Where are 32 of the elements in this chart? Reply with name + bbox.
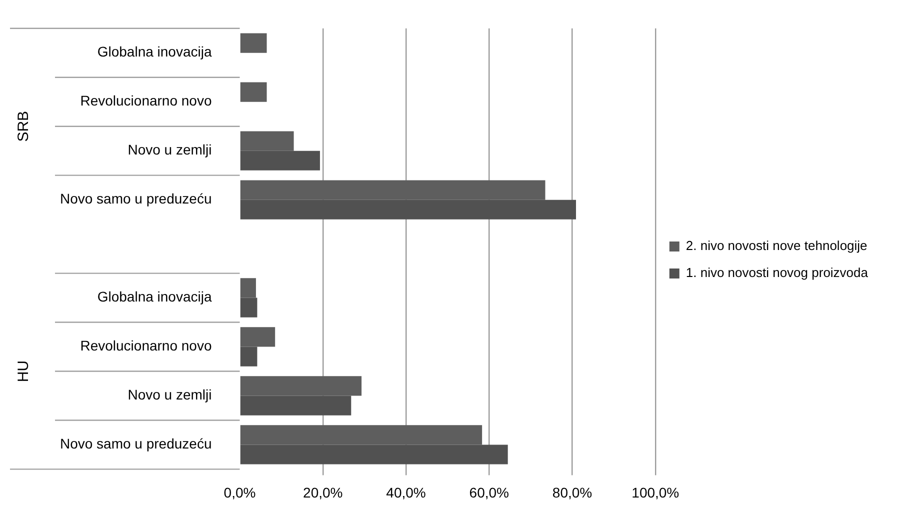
y-tick-label: Globalna inovacija [97, 44, 212, 60]
x-tick-label: 40,0% [386, 484, 426, 500]
bar [240, 346, 258, 366]
y-tick-label: Novo u zemlji [128, 142, 212, 158]
bar [240, 180, 546, 200]
bar [240, 298, 258, 318]
x-tick-label: 60,0% [469, 484, 509, 500]
y-tick-label: Novo samo u preduzeću [60, 436, 212, 452]
y-tick-label: Novo u zemlji [128, 386, 212, 403]
y-tick-label: Novo samo u preduzeću [60, 190, 212, 207]
bar [240, 396, 352, 416]
bar [240, 82, 267, 102]
bar [240, 33, 267, 53]
y-tick-label: Revolucionarno novo [80, 338, 212, 354]
bar [240, 131, 294, 151]
x-tick-label: 80,0% [552, 484, 592, 500]
bar [240, 444, 508, 464]
bar [240, 327, 276, 347]
legend-label: 1. nivo novosti novog proizvoda [686, 265, 869, 280]
x-tick-label: 100,0% [632, 484, 680, 500]
bar [240, 150, 320, 170]
bar [240, 278, 256, 298]
x-tick-label: 0,0% [224, 484, 256, 500]
bar [240, 425, 482, 445]
y-tick-label: Globalna inovacija [97, 288, 212, 305]
y-tick-label: Revolucionarno novo [80, 92, 212, 109]
text: HU [15, 360, 32, 382]
text: SRB [15, 110, 32, 142]
bar [240, 200, 576, 220]
x-tick-label: 20,0% [303, 484, 343, 500]
legend-label: 2. nivo novosti nove tehnologije [686, 238, 868, 254]
bar [240, 376, 362, 396]
